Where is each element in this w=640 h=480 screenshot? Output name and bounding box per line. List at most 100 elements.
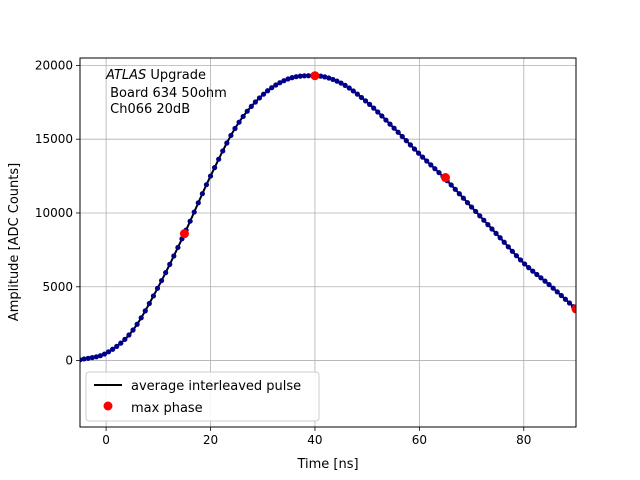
pulse-sample-point xyxy=(277,80,283,86)
pulse-sample-point xyxy=(130,327,136,333)
pulse-sample-point xyxy=(154,285,161,291)
y-axis-label: Amplitude [ADC Counts] xyxy=(7,163,22,321)
pulse-sample-point xyxy=(297,73,303,79)
pulse-sample-point xyxy=(187,218,193,224)
y-tick-label: 20000 xyxy=(35,58,73,72)
pulse-sample-point xyxy=(391,125,397,131)
pulse-sample-point xyxy=(501,239,507,245)
pulse-sample-point xyxy=(93,354,99,360)
pulse-sample-point xyxy=(89,355,95,361)
max-phase-point xyxy=(179,229,189,239)
pulse-sample-point xyxy=(415,150,422,156)
annotation-board: Board 634 50ohm xyxy=(106,86,227,101)
pulse-sample-point xyxy=(195,200,201,206)
pulse-sample-point xyxy=(399,133,405,140)
pulse-sample-point xyxy=(526,265,532,271)
pulse-sample-point xyxy=(265,88,271,94)
pulse-sample-point xyxy=(550,285,556,291)
pulse-sample-point xyxy=(354,91,360,97)
annotation-atlas: ATLAS xyxy=(105,68,146,83)
pulse-sample-point xyxy=(411,146,418,152)
x-tick-label: 20 xyxy=(203,433,218,447)
plot-area xyxy=(80,71,576,363)
pulse-sample-point xyxy=(114,343,120,349)
atlas-annotation: ATLAS Upgrade Board 634 50ohm Ch066 20dB xyxy=(105,68,227,117)
pulse-sample-point xyxy=(464,200,471,206)
annotation-channel: Ch066 20dB xyxy=(106,102,190,117)
pulse-sample-point xyxy=(216,156,222,162)
pulse-sample-point xyxy=(542,278,548,284)
pulse-sample-point xyxy=(375,109,381,115)
pulse-sample-point xyxy=(163,270,169,276)
pulse-sample-point xyxy=(334,78,340,84)
pulse-sample-point xyxy=(248,103,254,110)
annotation-upgrade: Upgrade xyxy=(146,68,206,83)
axis-ticks: 0 20 40 60 80 0 5000 10000 15000 20000 xyxy=(35,58,532,447)
pulse-sample-point xyxy=(244,108,250,114)
pulse-sample-point xyxy=(485,222,491,228)
pulse-sample-point xyxy=(322,74,328,80)
pulse-sample-point xyxy=(566,300,573,306)
pulse-sample-point xyxy=(150,293,157,299)
pulse-sample-point xyxy=(562,296,568,302)
pulse-sample-point xyxy=(171,253,177,259)
pulse-sample-point xyxy=(546,281,552,288)
pulse-sample-point xyxy=(383,117,389,123)
pulse-sample-point xyxy=(212,165,218,171)
pulse-sample-point xyxy=(493,230,499,236)
x-axis-label: Time [ns] xyxy=(296,457,358,472)
pulse-sample-point xyxy=(362,98,369,104)
y-tick-label: 5000 xyxy=(42,280,73,294)
pulse-sample-point xyxy=(260,91,267,97)
pulse-sample-point xyxy=(489,226,495,232)
pulse-sample-point xyxy=(126,332,132,338)
pulse-sample-point xyxy=(538,275,544,281)
pulse-sample-point xyxy=(97,353,103,359)
pulse-sample-point xyxy=(424,158,430,164)
pulse-sample-point xyxy=(256,95,263,101)
pulse-sample-point xyxy=(367,101,373,107)
pulse-sample-point xyxy=(158,277,165,284)
pulse-sample-point xyxy=(452,186,458,192)
pulse-sample-point xyxy=(554,289,560,295)
pulse-sample-point xyxy=(456,191,462,197)
pulse-sample-point xyxy=(505,244,511,250)
pulse-line xyxy=(80,74,576,361)
pulse-sample-point xyxy=(558,292,564,299)
pulse-sample-point xyxy=(460,195,467,201)
grid xyxy=(80,58,576,427)
pulse-sample-point xyxy=(330,76,336,83)
pulse-sample-point xyxy=(468,204,475,210)
pulse-sample-point xyxy=(517,257,524,263)
pulse-sample-point xyxy=(379,113,385,119)
pulse-sample-point xyxy=(175,244,181,251)
pulse-sample-point xyxy=(338,80,344,86)
axes-frame xyxy=(79,57,577,428)
pulse-sample-point xyxy=(481,217,487,223)
pulse-sample-point xyxy=(101,351,108,357)
pulse-sample-point xyxy=(220,148,226,154)
pulse-sample-point xyxy=(228,132,234,139)
pulse-sample-point xyxy=(252,99,258,105)
pulse-sample-point xyxy=(236,119,242,125)
pulse-sample-point xyxy=(305,73,312,79)
y-tick-label: 15000 xyxy=(35,132,73,146)
pulse-sample-point xyxy=(224,140,230,146)
max-phase-point xyxy=(310,71,320,81)
pulse-sample-point xyxy=(346,85,352,91)
pulse-sample-point xyxy=(509,248,515,254)
pulse-sample-point xyxy=(281,78,287,84)
pulse-sample-point xyxy=(85,355,91,361)
pulse-sample-point xyxy=(289,75,295,81)
pulse-sample-point xyxy=(530,268,536,274)
x-tick-label: 0 xyxy=(102,433,110,447)
x-tick-label: 40 xyxy=(307,433,322,447)
pulse-sample-point xyxy=(203,182,210,188)
pulse-sample-point xyxy=(448,182,454,188)
pulse-sample-point xyxy=(110,346,116,352)
pulse-sample-point xyxy=(403,138,409,144)
pulse-sample-point xyxy=(191,209,197,215)
pulse-sample-point xyxy=(240,113,246,120)
legend: average interleaved pulse max phase xyxy=(85,371,320,422)
